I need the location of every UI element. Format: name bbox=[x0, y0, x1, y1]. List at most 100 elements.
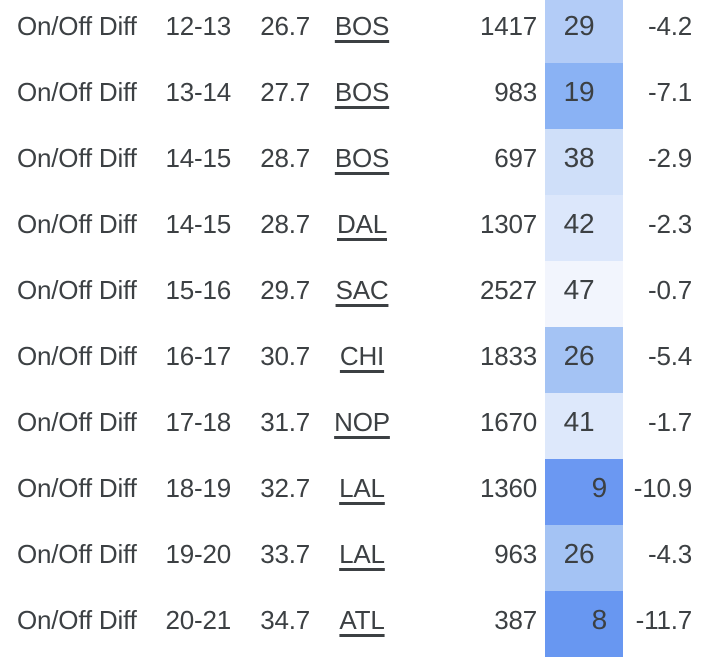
on-off-diff-table: On/Off Diff 12-13 26.7 BOS 1417 29 -4.2 … bbox=[0, 0, 708, 657]
team-link[interactable]: LAL bbox=[339, 472, 385, 503]
season-cell: 16-17 bbox=[165, 340, 232, 371]
stat-label: On/Off Diff bbox=[17, 340, 137, 371]
team-cell: BOS bbox=[326, 0, 398, 63]
age-cell: 32.7 bbox=[260, 472, 310, 503]
season-cell: 18-19 bbox=[165, 472, 232, 503]
value-cell: -11.7 bbox=[635, 604, 693, 635]
stat-label: On/Off Diff bbox=[17, 274, 137, 305]
value-cell: -1.7 bbox=[647, 406, 692, 437]
value-cell: -0.7 bbox=[647, 274, 692, 305]
value-cell: -4.3 bbox=[647, 538, 692, 569]
percentile-value: 26 bbox=[563, 538, 595, 569]
table-row: On/Off Diff 14-15 28.7 BOS 697 38 -2.9 bbox=[0, 129, 708, 195]
team-cell: SAC bbox=[326, 261, 398, 327]
team-link[interactable]: NOP bbox=[334, 406, 390, 437]
age-cell: 34.7 bbox=[260, 604, 310, 635]
team-cell: DAL bbox=[326, 195, 398, 261]
percentile-cell: 19 bbox=[545, 63, 623, 129]
team-link[interactable]: ATL bbox=[339, 604, 385, 635]
team-link[interactable]: LAL bbox=[339, 538, 385, 569]
minutes-cell: 1307 bbox=[479, 208, 537, 239]
age-cell: 28.7 bbox=[260, 142, 310, 173]
season-cell: 17-18 bbox=[165, 406, 232, 437]
team-link[interactable]: BOS bbox=[334, 142, 390, 173]
season-cell: 14-15 bbox=[165, 208, 232, 239]
table-row: On/Off Diff 16-17 30.7 CHI 1833 26 -5.4 bbox=[0, 327, 708, 393]
table-row: On/Off Diff 13-14 27.7 BOS 983 19 -7.1 bbox=[0, 63, 708, 129]
stat-label: On/Off Diff bbox=[17, 604, 137, 635]
minutes-cell: 2527 bbox=[479, 274, 537, 305]
percentile-cell: 26 bbox=[545, 327, 623, 393]
age-cell: 28.7 bbox=[260, 208, 310, 239]
stat-label: On/Off Diff bbox=[17, 406, 137, 437]
season-cell: 13-14 bbox=[165, 76, 232, 107]
table-row: On/Off Diff 14-15 28.7 DAL 1307 42 -2.3 bbox=[0, 195, 708, 261]
table-row: On/Off Diff 15-16 29.7 SAC 2527 47 -0.7 bbox=[0, 261, 708, 327]
season-cell: 14-15 bbox=[165, 142, 232, 173]
minutes-cell: 387 bbox=[494, 604, 537, 635]
team-link[interactable]: CHI bbox=[339, 340, 385, 371]
team-link[interactable]: SAC bbox=[335, 274, 389, 305]
percentile-cell: 42 bbox=[545, 195, 623, 261]
age-cell: 29.7 bbox=[260, 274, 310, 305]
age-cell: 26.7 bbox=[260, 10, 310, 41]
table-row: On/Off Diff 18-19 32.7 LAL 1360 9 -10.9 bbox=[0, 459, 708, 525]
table-row: On/Off Diff 20-21 34.7 ATL 387 8 -11.7 bbox=[0, 591, 708, 657]
percentile-value: 8 bbox=[591, 604, 608, 635]
minutes-cell: 1670 bbox=[479, 406, 537, 437]
percentile-cell: 29 bbox=[545, 0, 623, 63]
table-row: On/Off Diff 19-20 33.7 LAL 963 26 -4.3 bbox=[0, 525, 708, 591]
table-row: On/Off Diff 12-13 26.7 BOS 1417 29 -4.2 bbox=[0, 0, 708, 63]
percentile-value: 9 bbox=[591, 472, 608, 503]
stat-label: On/Off Diff bbox=[17, 538, 137, 569]
percentile-value: 26 bbox=[563, 340, 595, 371]
minutes-cell: 697 bbox=[494, 142, 537, 173]
age-cell: 31.7 bbox=[260, 406, 310, 437]
value-cell: -7.1 bbox=[647, 76, 692, 107]
team-cell: NOP bbox=[326, 393, 398, 459]
age-cell: 30.7 bbox=[260, 340, 310, 371]
age-cell: 27.7 bbox=[260, 76, 310, 107]
age-cell: 33.7 bbox=[260, 538, 310, 569]
team-cell: LAL bbox=[326, 459, 398, 525]
team-cell: BOS bbox=[326, 129, 398, 195]
stat-label: On/Off Diff bbox=[17, 10, 137, 41]
minutes-cell: 963 bbox=[494, 538, 537, 569]
percentile-cell: 38 bbox=[545, 129, 623, 195]
percentile-value: 29 bbox=[563, 10, 595, 41]
stat-label: On/Off Diff bbox=[17, 142, 137, 173]
season-cell: 12-13 bbox=[165, 10, 232, 41]
value-cell: -10.9 bbox=[633, 472, 692, 503]
minutes-cell: 983 bbox=[494, 76, 537, 107]
team-cell: ATL bbox=[326, 591, 398, 657]
team-link[interactable]: BOS bbox=[334, 76, 390, 107]
table-row: On/Off Diff 17-18 31.7 NOP 1670 41 -1.7 bbox=[0, 393, 708, 459]
team-cell: LAL bbox=[326, 525, 398, 591]
team-link[interactable]: BOS bbox=[334, 10, 390, 41]
season-cell: 15-16 bbox=[165, 274, 232, 305]
value-cell: -5.4 bbox=[647, 340, 692, 371]
value-cell: -4.2 bbox=[647, 10, 692, 41]
stat-label: On/Off Diff bbox=[17, 208, 137, 239]
minutes-cell: 1417 bbox=[479, 10, 537, 41]
percentile-cell: 26 bbox=[545, 525, 623, 591]
percentile-cell: 47 bbox=[545, 261, 623, 327]
season-cell: 20-21 bbox=[165, 604, 232, 635]
team-cell: BOS bbox=[326, 63, 398, 129]
percentile-cell: 41 bbox=[545, 393, 623, 459]
percentile-value: 42 bbox=[563, 208, 595, 239]
percentile-value: 38 bbox=[563, 142, 595, 173]
stat-label: On/Off Diff bbox=[17, 76, 137, 107]
percentile-value: 47 bbox=[563, 274, 595, 305]
percentile-value: 41 bbox=[563, 406, 595, 437]
percentile-cell: 9 bbox=[545, 459, 623, 525]
percentile-value: 19 bbox=[563, 76, 595, 107]
minutes-cell: 1833 bbox=[479, 340, 537, 371]
team-link[interactable]: DAL bbox=[337, 208, 387, 239]
stat-label: On/Off Diff bbox=[17, 472, 137, 503]
minutes-cell: 1360 bbox=[479, 472, 537, 503]
value-cell: -2.9 bbox=[647, 142, 692, 173]
team-cell: CHI bbox=[326, 327, 398, 393]
value-cell: -2.3 bbox=[647, 208, 692, 239]
season-cell: 19-20 bbox=[165, 538, 232, 569]
